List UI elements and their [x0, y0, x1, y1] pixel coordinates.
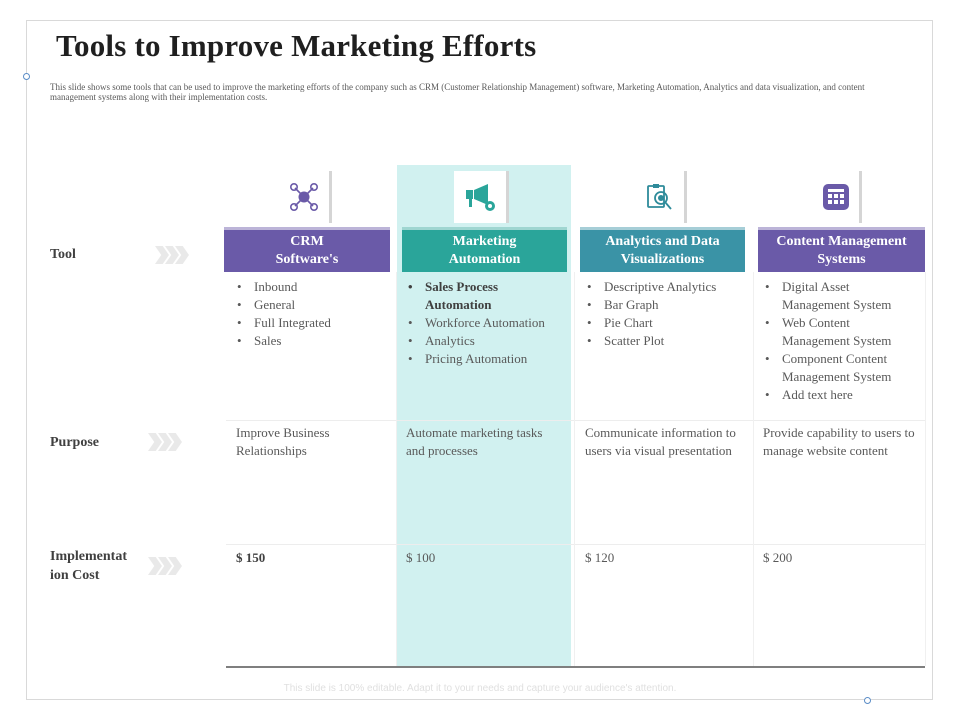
- row-label-cost: Implementat ion Cost: [50, 547, 127, 585]
- row-label-tool: Tool: [50, 247, 76, 262]
- header-marketing-automation: Marketing Automation: [402, 227, 567, 272]
- row-label-purpose: Purpose: [50, 435, 99, 450]
- list-item: Analytics: [408, 332, 567, 350]
- tool-items-content-management: Digital Asset Management System Web Cont…: [764, 278, 916, 404]
- list-item: Bar Graph: [587, 296, 746, 314]
- chevron-arrows-icon: [148, 557, 182, 575]
- content-grid-icon: [810, 171, 862, 223]
- network-nodes-icon: [278, 171, 330, 223]
- row-label-cost-line2: ion Cost: [50, 568, 100, 583]
- header-analytics: Analytics and Data Visualizations: [580, 227, 745, 272]
- column-divider: [925, 272, 926, 666]
- slide-description: This slide shows some tools that can be …: [50, 82, 865, 102]
- tool-items-crm: Inbound General Full Integrated Sales: [236, 278, 386, 350]
- tool-items-marketing-automation: Sales Process Automation Workforce Autom…: [407, 278, 567, 368]
- column-divider: [753, 272, 754, 666]
- footer-note: This slide is 100% editable. Adapt it to…: [283, 683, 677, 694]
- list-item: Inbound: [237, 278, 386, 296]
- list-item: Pricing Automation: [408, 350, 567, 368]
- cost-content-management: $ 200: [763, 550, 793, 565]
- header-crm: CRM Software's: [224, 227, 390, 272]
- purpose-content-management: Provide capability to users to manage we…: [763, 425, 915, 458]
- list-item: Web Content Management System: [765, 314, 916, 350]
- header-label: CRM Software's: [275, 234, 339, 267]
- icon-divider: [859, 171, 862, 223]
- icon-divider: [684, 171, 687, 223]
- list-item: Digital Asset Management System: [765, 278, 916, 314]
- chevron-arrows-icon: [155, 246, 189, 264]
- list-item: Descriptive Analytics: [587, 278, 746, 296]
- purpose-crm: Improve Business Relationships: [236, 425, 330, 458]
- cost-marketing-automation: $ 100: [406, 550, 436, 565]
- icon-divider: [329, 171, 332, 223]
- tool-items-analytics: Descriptive Analytics Bar Graph Pie Char…: [586, 278, 746, 350]
- icon-divider: [506, 171, 509, 223]
- megaphone-gear-icon: [454, 171, 506, 223]
- cost-crm: $ 150: [236, 550, 266, 565]
- header-content-management: Content Management Systems: [758, 227, 925, 272]
- list-item: Scatter Plot: [587, 332, 746, 350]
- header-label: Content Management Systems: [776, 234, 907, 267]
- table-bottom-border: [226, 666, 925, 668]
- list-item: Sales Process Automation: [408, 278, 567, 314]
- row-divider: [226, 544, 925, 545]
- list-item: Full Integrated: [237, 314, 386, 332]
- list-item: Sales: [237, 332, 386, 350]
- row-label-cost-line1: Implementat: [50, 549, 127, 564]
- chevron-arrows-icon: [148, 433, 182, 451]
- row-divider: [226, 420, 925, 421]
- column-divider: [574, 272, 575, 666]
- list-item: Workforce Automation: [408, 314, 567, 332]
- cost-analytics: $ 120: [585, 550, 615, 565]
- slide-frame: [26, 20, 933, 700]
- selection-handle[interactable]: [23, 73, 30, 80]
- list-item: General: [237, 296, 386, 314]
- list-item: Pie Chart: [587, 314, 746, 332]
- purpose-analytics: Communicate information to users via vis…: [585, 425, 736, 458]
- header-label: Analytics and Data Visualizations: [605, 234, 720, 267]
- page-title: Tools to Improve Marketing Efforts: [56, 28, 537, 63]
- clipboard-magnifier-icon: [633, 171, 685, 223]
- selection-handle[interactable]: [864, 697, 871, 704]
- list-item: Component Content Management System: [765, 350, 916, 386]
- purpose-marketing-automation: Automate marketing tasks and processes: [406, 425, 543, 458]
- list-item: Add text here: [765, 386, 916, 404]
- column-divider: [396, 272, 397, 666]
- header-label: Marketing Automation: [448, 234, 521, 267]
